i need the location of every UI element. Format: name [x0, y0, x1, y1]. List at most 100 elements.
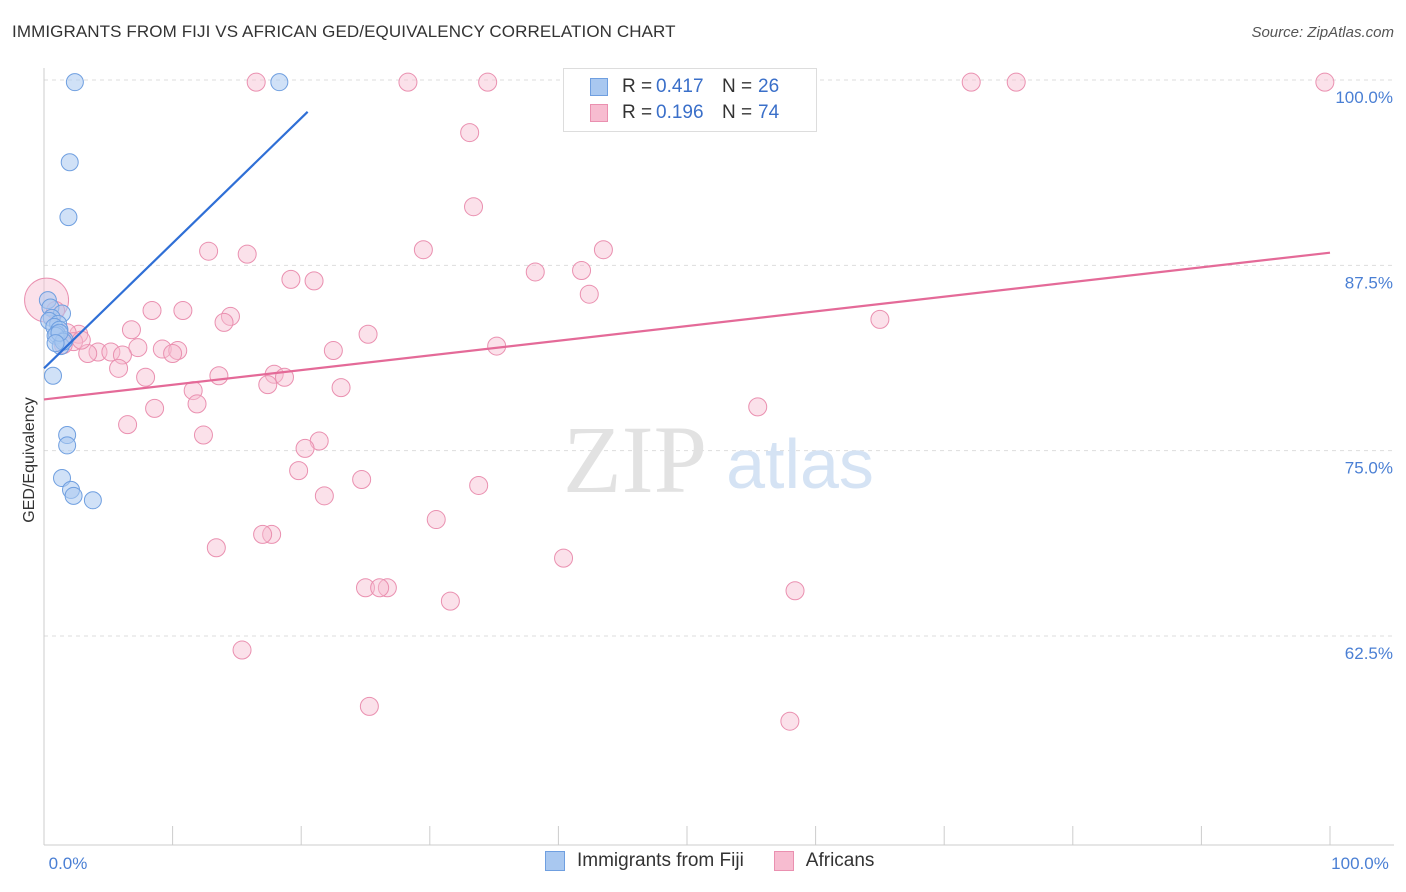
x-tick-label-min: 0.0%: [49, 854, 88, 873]
africans-point: [961, 72, 981, 92]
africans-point: [440, 591, 460, 611]
africans-point: [593, 240, 613, 260]
fiji-point: [44, 366, 63, 385]
watermark-atlas: atlas: [726, 425, 874, 503]
fiji-point: [270, 73, 289, 92]
africans-point: [214, 312, 234, 332]
africans-point: [464, 197, 484, 217]
y-tick-label: 75.0%: [1345, 459, 1393, 478]
fiji-legend-label: Immigrants from Fiji: [577, 850, 744, 871]
fiji-point: [59, 208, 78, 227]
africans-point: [109, 358, 129, 378]
africans-point: [145, 398, 165, 418]
africans-point: [370, 578, 390, 598]
africans-point: [469, 475, 489, 495]
fiji-point: [65, 73, 84, 92]
africans-point: [168, 341, 188, 361]
x-tick-label-max: 100.0%: [1331, 854, 1389, 873]
africans-point: [331, 378, 351, 398]
africans-point: [209, 366, 229, 386]
africans-point: [237, 244, 257, 264]
chart-source: Source: ZipAtlas.com: [1251, 24, 1394, 41]
fiji-point: [64, 486, 83, 505]
watermark-zip: ZIP: [563, 406, 707, 513]
africans-point: [281, 269, 301, 289]
fiji-point: [83, 491, 102, 510]
africans-point: [142, 301, 162, 321]
africans-point: [118, 415, 138, 435]
africans-point: [163, 344, 183, 364]
africans-point: [748, 397, 768, 417]
africans-trend-line: [43, 251, 1331, 401]
africans-point: [246, 72, 266, 92]
fiji-point: [46, 334, 65, 353]
africans-points: [24, 72, 1335, 731]
africans-point: [295, 438, 315, 458]
africans-point: [128, 338, 148, 358]
africans-point: [314, 486, 334, 506]
gridlines: [44, 79, 1394, 637]
n-label: N =: [722, 76, 753, 97]
africans-point: [193, 425, 213, 445]
africans-point: [187, 394, 207, 414]
fiji-points: [38, 73, 289, 510]
axes: [43, 68, 1394, 846]
africans-point: [359, 696, 379, 716]
fiji-trend-line: [43, 111, 309, 370]
africans-point: [358, 324, 378, 344]
y-tick-label: 62.5%: [1345, 644, 1393, 663]
africans-point: [460, 123, 480, 143]
legend-row-fiji: R = 0.417 N = 26: [590, 74, 779, 100]
y-tick-label: 87.5%: [1345, 273, 1393, 292]
n-value: 26: [758, 76, 780, 97]
africans-point: [352, 470, 372, 490]
africans-point: [258, 375, 278, 395]
africans-point: [356, 578, 375, 598]
africans-point: [398, 72, 418, 92]
africans-point: [199, 241, 219, 261]
africans-point: [232, 640, 252, 660]
y-axis-label: GED/Equivalency: [21, 397, 38, 522]
africans-point: [554, 548, 574, 568]
r-label: R =: [622, 102, 653, 123]
fiji-point: [58, 436, 77, 455]
africans-point: [136, 367, 156, 387]
africans-point: [870, 309, 890, 329]
africans-point: [173, 301, 193, 321]
africans-point: [426, 510, 446, 530]
africans-point: [478, 72, 498, 92]
n-value: 74: [758, 102, 780, 123]
legend-item-fiji[interactable]: Immigrants from Fiji: [545, 850, 744, 872]
stats-legend: R = 0.417 N = 26 R = 0.196 N = 74: [563, 68, 817, 132]
series-legend: Immigrants from Fiji Africans: [545, 850, 904, 872]
n-label: N =: [722, 102, 753, 123]
y-tick-label: 100.0%: [1335, 88, 1393, 107]
chart-title: IMMIGRANTS FROM FIJI VS AFRICAN GED/EQUI…: [12, 22, 676, 41]
africans-point: [101, 342, 121, 362]
africans-point: [1315, 72, 1335, 92]
legend-item-africans[interactable]: Africans: [773, 850, 875, 872]
africans-point: [304, 271, 324, 291]
watermark: ZIP atlas: [563, 406, 874, 513]
africans-point: [413, 240, 433, 260]
africans-legend-label: Africans: [805, 850, 875, 871]
africans-point: [289, 461, 309, 481]
r-label: R =: [622, 76, 653, 97]
africans-point: [71, 330, 91, 350]
africans-point: [780, 711, 800, 731]
africans-point: [152, 339, 172, 359]
africans-point: [253, 524, 273, 544]
r-value: 0.196: [656, 102, 704, 123]
africans-point: [121, 320, 141, 340]
legend-row-africans: R = 0.196 N = 74: [590, 100, 779, 126]
fiji-swatch: [590, 78, 608, 96]
africans-point: [323, 341, 343, 361]
trend-lines: [43, 111, 1331, 401]
r-value: 0.417: [656, 76, 704, 97]
africans-point: [579, 284, 599, 304]
africans-point: [572, 260, 592, 280]
africans-point: [785, 581, 805, 601]
africans-legend-swatch: [773, 851, 794, 871]
africans-point: [1006, 72, 1026, 92]
